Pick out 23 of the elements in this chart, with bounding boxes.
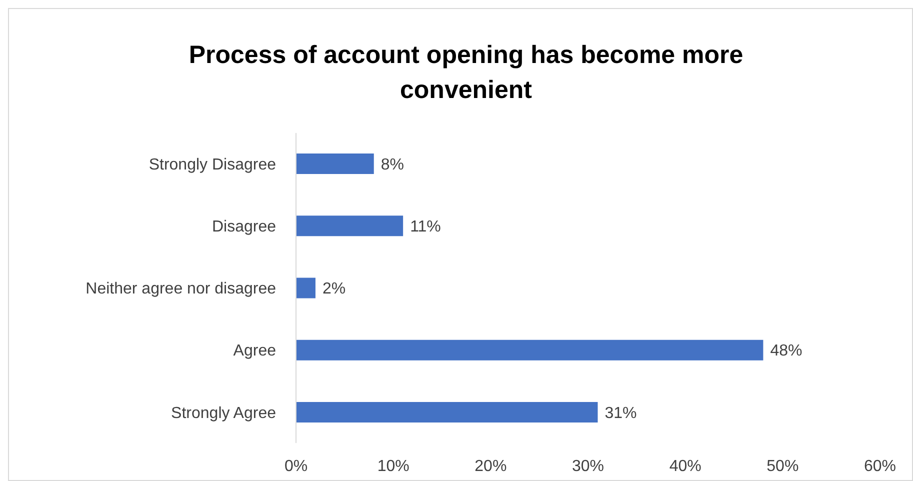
y-tick-label: Disagree <box>212 218 276 236</box>
x-tick-label: 50% <box>766 458 799 475</box>
bar <box>296 216 404 236</box>
x-tick-label: 20% <box>474 458 507 475</box>
x-tick-label: 10% <box>377 458 410 475</box>
bar <box>296 402 598 422</box>
data-label: 11% <box>410 218 441 236</box>
bar <box>296 278 316 298</box>
data-label: 2% <box>322 280 346 298</box>
x-tick-label: 30% <box>572 458 604 475</box>
chart-title: Process of account opening has become more convenient <box>188 41 744 104</box>
y-tick-label: Strongly Disagree <box>148 156 276 174</box>
x-tick-label: 60% <box>864 458 896 475</box>
y-tick-label: Strongly Agree <box>171 404 276 422</box>
x-tick-label: 40% <box>669 458 702 475</box>
y-tick-label: Neither agree nor disagree <box>86 280 276 298</box>
bar <box>296 340 764 360</box>
data-label: 48% <box>770 342 802 360</box>
data-label: 31% <box>604 404 637 422</box>
x-tick-label: 0% <box>284 458 308 475</box>
y-tick-label: Agree <box>233 342 276 360</box>
bar <box>296 154 374 174</box>
data-label: 8% <box>380 156 404 174</box>
